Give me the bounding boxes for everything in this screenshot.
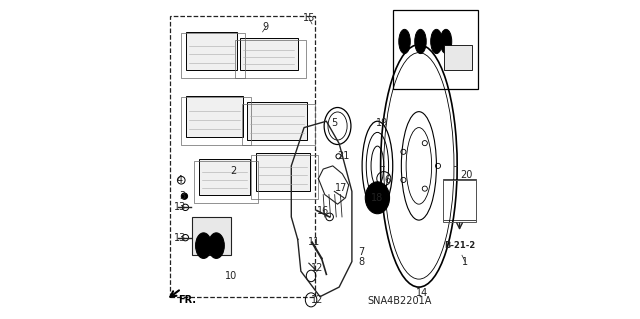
Text: 4: 4 xyxy=(177,175,182,185)
Ellipse shape xyxy=(365,182,390,214)
Bar xyxy=(186,32,237,70)
Text: SNA4B2201A: SNA4B2201A xyxy=(367,296,432,307)
Ellipse shape xyxy=(415,29,426,54)
Text: 13: 13 xyxy=(174,233,186,243)
Text: 12: 12 xyxy=(310,263,323,273)
Text: 7: 7 xyxy=(358,247,365,257)
Ellipse shape xyxy=(440,29,452,54)
Ellipse shape xyxy=(431,29,442,54)
Bar xyxy=(394,10,478,89)
Text: 5: 5 xyxy=(332,118,337,128)
Text: 8: 8 xyxy=(358,256,365,267)
Text: 14: 14 xyxy=(416,288,428,299)
Text: 6: 6 xyxy=(384,175,390,185)
Bar xyxy=(246,102,307,140)
Text: 19: 19 xyxy=(376,118,388,128)
Text: 2: 2 xyxy=(231,166,237,176)
Text: FR.: FR. xyxy=(178,295,196,305)
Ellipse shape xyxy=(399,29,410,54)
Bar xyxy=(443,179,476,220)
Text: 18: 18 xyxy=(371,193,383,203)
Ellipse shape xyxy=(181,193,188,199)
Text: 12: 12 xyxy=(310,295,323,305)
Text: 13: 13 xyxy=(174,202,186,212)
Text: 21: 21 xyxy=(338,151,350,161)
Text: 17: 17 xyxy=(335,183,347,193)
Text: 16: 16 xyxy=(317,205,330,216)
Bar xyxy=(186,96,243,137)
Text: 3: 3 xyxy=(179,191,185,201)
Text: 9: 9 xyxy=(262,22,269,32)
Text: 15: 15 xyxy=(303,12,315,23)
Text: 1: 1 xyxy=(462,256,468,267)
Ellipse shape xyxy=(196,233,212,258)
Text: 11: 11 xyxy=(307,237,320,248)
Bar xyxy=(240,38,298,70)
Bar xyxy=(443,180,476,222)
Polygon shape xyxy=(193,217,230,255)
Text: 10: 10 xyxy=(225,271,237,281)
Bar xyxy=(444,45,472,70)
Text: 20: 20 xyxy=(461,170,473,181)
Bar xyxy=(256,153,310,191)
Ellipse shape xyxy=(209,233,224,258)
Text: B-21-2: B-21-2 xyxy=(444,241,475,250)
Bar xyxy=(199,160,250,195)
